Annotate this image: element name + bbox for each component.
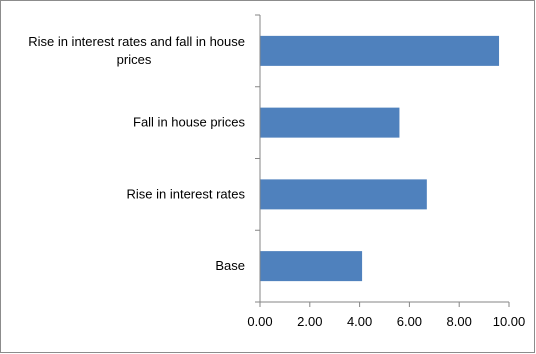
category-label-1-line-1: Rise in interest rates and fall in house	[28, 34, 245, 49]
bar-3	[260, 179, 427, 210]
value-tick-label-4: 8.00	[447, 314, 472, 329]
labels-layer: Rise in interest rates and fall in house…	[28, 34, 525, 329]
value-tick-label-5: 10.00	[493, 314, 526, 329]
axis-layer	[255, 14, 510, 307]
value-tick-label-1: 2.00	[297, 314, 322, 329]
category-label-2: Fall in house prices	[133, 115, 245, 130]
category-label-1-line-2: prices	[117, 52, 152, 67]
bars-layer	[260, 35, 500, 282]
bar-4	[260, 251, 363, 282]
category-label-4: Base	[215, 258, 245, 273]
value-tick-label-3: 6.00	[397, 314, 422, 329]
category-label-3: Rise in interest rates	[127, 186, 246, 201]
bar-2	[260, 107, 400, 138]
value-tick-label-2: 4.00	[347, 314, 372, 329]
bar-1	[260, 35, 500, 66]
value-tick-label-0: 0.00	[247, 314, 272, 329]
